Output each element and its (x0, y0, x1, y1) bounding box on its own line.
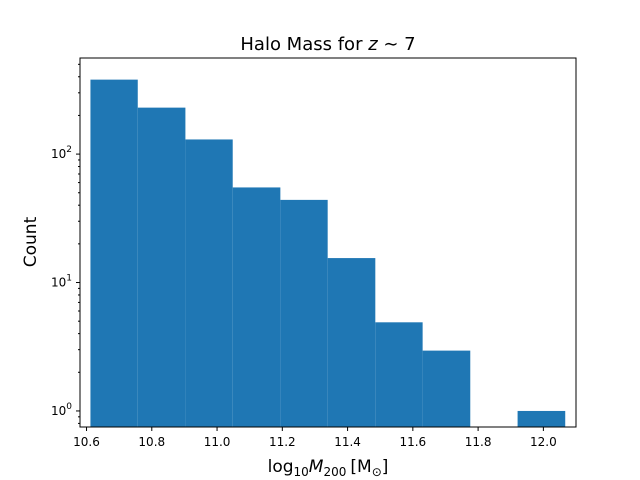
x-tick-label: 11.8 (465, 435, 492, 449)
histogram-bar (422, 350, 471, 427)
x-tick-label: 11.2 (269, 435, 296, 449)
y-tick-label: 101 (51, 274, 72, 290)
plot-frame (79, 57, 577, 428)
x-tick-label: 11.0 (204, 435, 231, 449)
x-tick-label: 12.0 (530, 435, 557, 449)
y-tick-label: 100 (51, 402, 72, 418)
histogram-bar (90, 79, 138, 428)
histogram-bars (90, 79, 566, 428)
histogram-bar (280, 199, 328, 427)
x-axis-label: log10M200 [M⊙] (268, 457, 389, 479)
histogram-bar (375, 322, 423, 427)
histogram-bar (517, 410, 566, 427)
x-axis-ticks: 10.6 10.8 11.0 11.2 11.4 11.6 11.8 12.0 (73, 427, 557, 449)
y-axis-ticks: 100 101 102 (51, 63, 80, 424)
x-tick-label: 11.4 (334, 435, 361, 449)
x-tick-label: 11.6 (399, 435, 426, 449)
x-tick-label: 10.8 (138, 435, 165, 449)
chart-title: Halo Mass for z ∼ 7 (240, 34, 415, 55)
y-tick-label: 102 (51, 145, 72, 161)
x-tick-label: 10.6 (73, 435, 100, 449)
y-axis-label: Count (21, 216, 41, 267)
histogram-bar (327, 258, 376, 427)
histogram-bar (185, 139, 233, 427)
histogram-bar (137, 107, 186, 427)
histogram-bar (232, 187, 281, 427)
